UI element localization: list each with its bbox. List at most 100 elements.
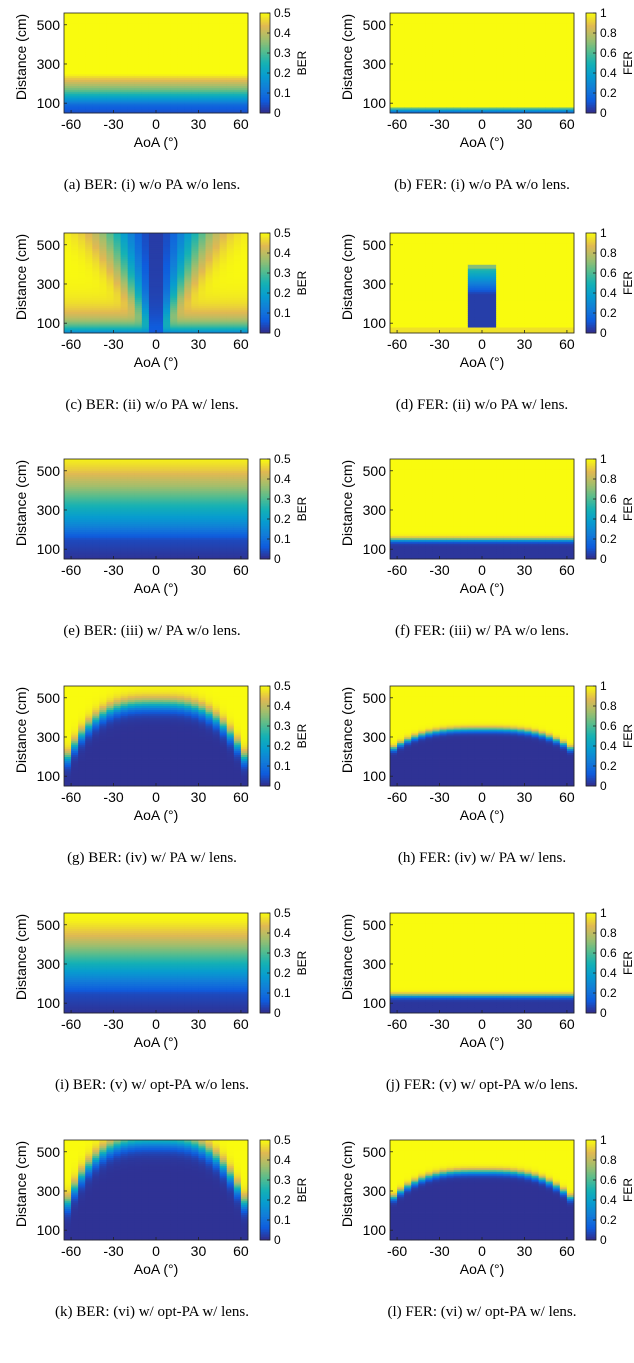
heatmap-cell bbox=[198, 107, 206, 110]
heatmap-cell bbox=[219, 67, 228, 71]
heatmap-cell bbox=[496, 46, 504, 49]
heatmap-cell bbox=[482, 93, 490, 96]
heatmap-cell bbox=[496, 36, 504, 39]
heatmap-cell bbox=[191, 73, 199, 77]
heatmap-cell bbox=[78, 44, 86, 47]
heatmap-cell bbox=[446, 26, 455, 30]
heatmap-cell bbox=[226, 101, 235, 104]
heatmap-cell bbox=[198, 34, 206, 37]
heatmap-cell bbox=[205, 50, 214, 53]
heatmap-cell bbox=[510, 101, 518, 104]
heatmap-cell bbox=[85, 16, 93, 20]
heatmap-cell bbox=[411, 69, 419, 73]
heatmap-cell bbox=[120, 73, 129, 77]
heatmap-cell bbox=[489, 63, 497, 67]
heatmap-cell bbox=[85, 73, 93, 77]
heatmap-cell bbox=[163, 52, 171, 55]
heatmap-cell bbox=[411, 81, 419, 84]
heatmap-cell bbox=[496, 20, 504, 24]
heatmap-cell bbox=[404, 87, 412, 90]
heatmap-cell bbox=[503, 20, 511, 24]
heatmap-cell bbox=[418, 83, 426, 86]
heatmap-cell bbox=[64, 20, 72, 24]
heatmap-cell bbox=[425, 18, 433, 22]
heatmap-cell bbox=[240, 85, 249, 88]
heatmap-cell bbox=[64, 77, 72, 81]
heatmap-cell bbox=[127, 85, 136, 88]
heatmap-cell bbox=[177, 62, 185, 65]
heatmap-cell bbox=[397, 34, 405, 37]
heatmap-cell bbox=[482, 75, 490, 79]
heatmap-cell bbox=[474, 67, 483, 71]
heatmap-cell bbox=[191, 24, 199, 28]
heatmap-cell bbox=[191, 85, 199, 88]
heatmap-cell bbox=[425, 107, 433, 110]
heatmap-cell bbox=[460, 13, 469, 16]
heatmap-cell bbox=[85, 71, 93, 75]
heatmap-cell bbox=[226, 95, 235, 98]
heatmap-cell bbox=[404, 111, 412, 114]
colorbar-frame bbox=[259, 12, 271, 114]
heatmap-cell bbox=[482, 67, 490, 71]
heatmap-cell bbox=[156, 95, 164, 98]
heatmap-cell bbox=[205, 93, 214, 96]
heatmap-cell bbox=[71, 85, 79, 88]
heatmap-cell bbox=[212, 38, 221, 41]
heatmap-cell bbox=[148, 95, 157, 98]
heatmap-cell bbox=[467, 46, 476, 49]
heatmap-cell bbox=[474, 40, 483, 43]
heatmap-cell bbox=[432, 13, 440, 16]
heatmap-cell bbox=[467, 58, 476, 61]
heatmap-cell bbox=[106, 13, 114, 16]
heatmap-cell bbox=[425, 48, 433, 51]
heatmap-cell bbox=[390, 26, 398, 30]
heatmap-cell bbox=[496, 22, 504, 26]
heatmap-cell bbox=[460, 44, 469, 47]
heatmap-cell bbox=[78, 111, 86, 114]
heatmap-cell bbox=[85, 20, 93, 24]
heatmap-cell bbox=[78, 105, 86, 108]
heatmap-cell bbox=[120, 71, 129, 75]
heatmap-cell bbox=[503, 48, 511, 51]
heatmap-cell bbox=[148, 22, 157, 26]
heatmap-cell bbox=[240, 52, 249, 55]
heatmap-cell bbox=[474, 20, 483, 24]
heatmap-cell bbox=[418, 62, 426, 65]
heatmap-cell bbox=[390, 60, 398, 63]
colorbar-segment bbox=[260, 99, 270, 102]
heatmap-cell bbox=[198, 13, 206, 16]
heatmap-cell bbox=[390, 44, 398, 47]
heatmap-cell bbox=[78, 50, 86, 53]
heatmap-cell bbox=[390, 32, 398, 35]
heatmap-cell bbox=[219, 18, 228, 22]
heatmap-cell bbox=[453, 95, 462, 98]
heatmap-cell bbox=[64, 32, 72, 35]
heatmap-cell bbox=[205, 79, 214, 83]
heatmap-cell bbox=[141, 13, 150, 16]
heatmap-cell bbox=[134, 26, 143, 30]
heatmap-cell bbox=[64, 85, 72, 88]
heatmap-cell bbox=[163, 30, 171, 34]
heatmap-cell bbox=[446, 62, 455, 65]
heatmap-cell bbox=[141, 67, 150, 71]
heatmap-cell bbox=[64, 30, 72, 34]
heatmap-cell bbox=[127, 109, 136, 112]
heatmap-cell bbox=[425, 67, 433, 71]
heatmap-cell bbox=[141, 32, 150, 35]
heatmap-cell bbox=[411, 54, 419, 57]
heatmap-cell bbox=[390, 14, 398, 18]
heatmap-cell bbox=[198, 40, 206, 43]
heatmap-cell bbox=[71, 28, 79, 32]
heatmap-cell bbox=[411, 109, 419, 112]
heatmap-cell bbox=[148, 101, 157, 104]
heatmap-cell bbox=[163, 44, 171, 47]
heatmap-cell bbox=[226, 105, 235, 108]
heatmap-cell bbox=[460, 22, 469, 26]
heatmap-cell bbox=[163, 16, 171, 20]
heatmap-cell bbox=[219, 28, 228, 32]
heatmap-cell bbox=[184, 95, 192, 98]
heatmap-cell bbox=[240, 103, 249, 106]
heatmap-cell bbox=[496, 40, 504, 43]
heatmap-cell bbox=[226, 56, 235, 59]
heatmap-cell bbox=[411, 14, 419, 18]
